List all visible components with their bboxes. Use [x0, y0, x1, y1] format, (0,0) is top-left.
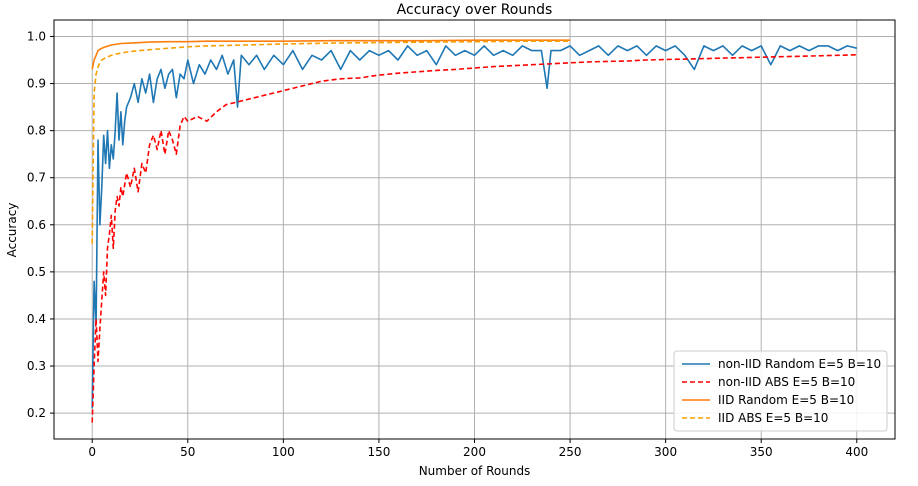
x-tick-label: 0 [88, 445, 96, 459]
chart-title: Accuracy over Rounds [397, 2, 553, 18]
x-axis-ticks: 0 50 100 150 200 250 300 350 400 [88, 439, 868, 459]
x-tick-label: 100 [272, 445, 295, 459]
series-line-4 [91, 40, 571, 244]
y-tick-label: 0.8 [27, 124, 46, 138]
y-axis-ticks: 0.2 0.3 0.4 0.5 0.6 0.7 0.8 0.9 1.0 [27, 29, 54, 420]
x-tick-label: 350 [750, 445, 773, 459]
y-tick-label: 0.3 [27, 359, 46, 373]
series-line-1 [91, 45, 857, 409]
x-tick-label: 150 [367, 445, 390, 459]
y-tick-label: 0.7 [27, 171, 46, 185]
grid-lines [54, 20, 895, 439]
y-axis-label: Accuracy [5, 203, 19, 258]
series-lines [91, 39, 857, 423]
x-tick-label: 200 [463, 445, 486, 459]
legend-label-4: IID ABS E=5 B=10 [718, 411, 828, 425]
legend-label-1: non-IID Random E=5 B=10 [718, 357, 881, 371]
series-line-3 [91, 39, 571, 70]
x-tick-label: 250 [559, 445, 582, 459]
x-axis-label: Number of Rounds [419, 464, 531, 478]
y-tick-label: 0.6 [27, 218, 46, 232]
legend: non-IID Random E=5 B=10 non-IID ABS E=5 B… [673, 350, 888, 432]
series-line-2 [91, 54, 857, 423]
y-tick-label: 0.9 [27, 77, 46, 91]
y-tick-label: 1.0 [27, 29, 46, 43]
y-tick-label: 0.2 [27, 406, 46, 420]
legend-label-2: non-IID ABS E=5 B=10 [718, 375, 855, 389]
legend-box [673, 350, 888, 432]
y-tick-label: 0.5 [27, 265, 46, 279]
x-tick-label: 50 [180, 445, 195, 459]
x-tick-label: 400 [845, 445, 868, 459]
y-tick-label: 0.4 [27, 312, 46, 326]
legend-label-3: IID Random E=5 B=10 [718, 393, 854, 407]
x-tick-label: 300 [654, 445, 677, 459]
